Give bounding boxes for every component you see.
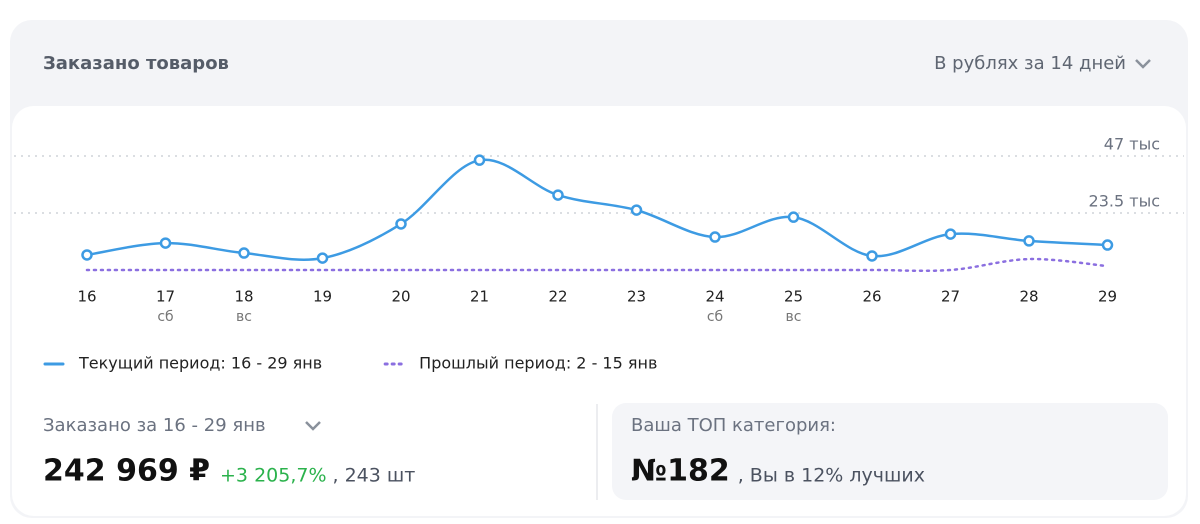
quantity: , 243 шт (333, 465, 416, 487)
x-day-label: вс (786, 309, 802, 325)
point (316, 252, 329, 264)
legend-label: Прошлый период: 2 - 15 янв (419, 354, 657, 373)
point (1101, 239, 1114, 251)
x-tick-label: 19 (313, 288, 332, 306)
y-tick-label: 47 тыс (1104, 135, 1160, 154)
x-tick-label: 17 (156, 288, 175, 306)
x-tick-label: 22 (548, 288, 567, 306)
category-note: , Вы в 12% лучших (738, 465, 925, 487)
x-day-label: сб (707, 309, 723, 325)
point (866, 250, 878, 262)
point (552, 189, 564, 201)
period-selector[interactable]: В рублях за 14 дней (934, 53, 1126, 74)
point (159, 237, 172, 249)
chevron[interactable] (1135, 59, 1151, 69)
x-tick-label: 26 (862, 288, 881, 306)
category-rank: №182 (631, 454, 730, 489)
point (630, 204, 643, 216)
plot: 23.5 тыс 47 тыс 16 17 сб 18 вс 19 20 21 22 23 24 сб 25… (14, 135, 1184, 325)
point (1023, 235, 1035, 247)
x-tick-label: 24 (705, 288, 724, 306)
x-tick-label: 23 (627, 288, 646, 306)
x-tick-label: 27 (941, 288, 960, 306)
x-tick-label: 20 (391, 288, 410, 306)
chevron[interactable] (305, 421, 321, 431)
series-line (85, 257, 1109, 273)
x-tick-label: 25 (784, 288, 803, 306)
category-box (612, 403, 1168, 500)
x-day-label: вс (236, 309, 252, 325)
point (81, 249, 93, 261)
x-tick-label: 29 (1098, 288, 1117, 306)
point (473, 154, 486, 166)
total: 242 969 ₽ (43, 454, 210, 489)
x-tick-label: 16 (77, 288, 96, 306)
legend-label: Текущий период: 16 - 29 янв (78, 354, 322, 373)
period-label[interactable]: Заказано за 16 - 29 янв (43, 415, 266, 436)
x-tick-label: 21 (470, 288, 489, 306)
change: +3 205,7% (220, 465, 327, 487)
category-label: Ваша ТОП категория: (631, 415, 836, 436)
point (787, 211, 800, 223)
point (944, 228, 957, 240)
x-day-label: сб (157, 309, 173, 325)
x-tick-label: 28 (1019, 288, 1038, 306)
y-tick-label: 23.5 тыс (1089, 192, 1160, 211)
point (709, 231, 721, 243)
legend: Текущий период: 16 - 29 янв Прошлый перио… (43, 354, 657, 373)
point (238, 247, 250, 259)
x-tick-label: 18 (234, 288, 253, 306)
series-line (85, 158, 1109, 261)
point (395, 218, 407, 230)
widget-title: Заказано товаров (43, 53, 229, 74)
